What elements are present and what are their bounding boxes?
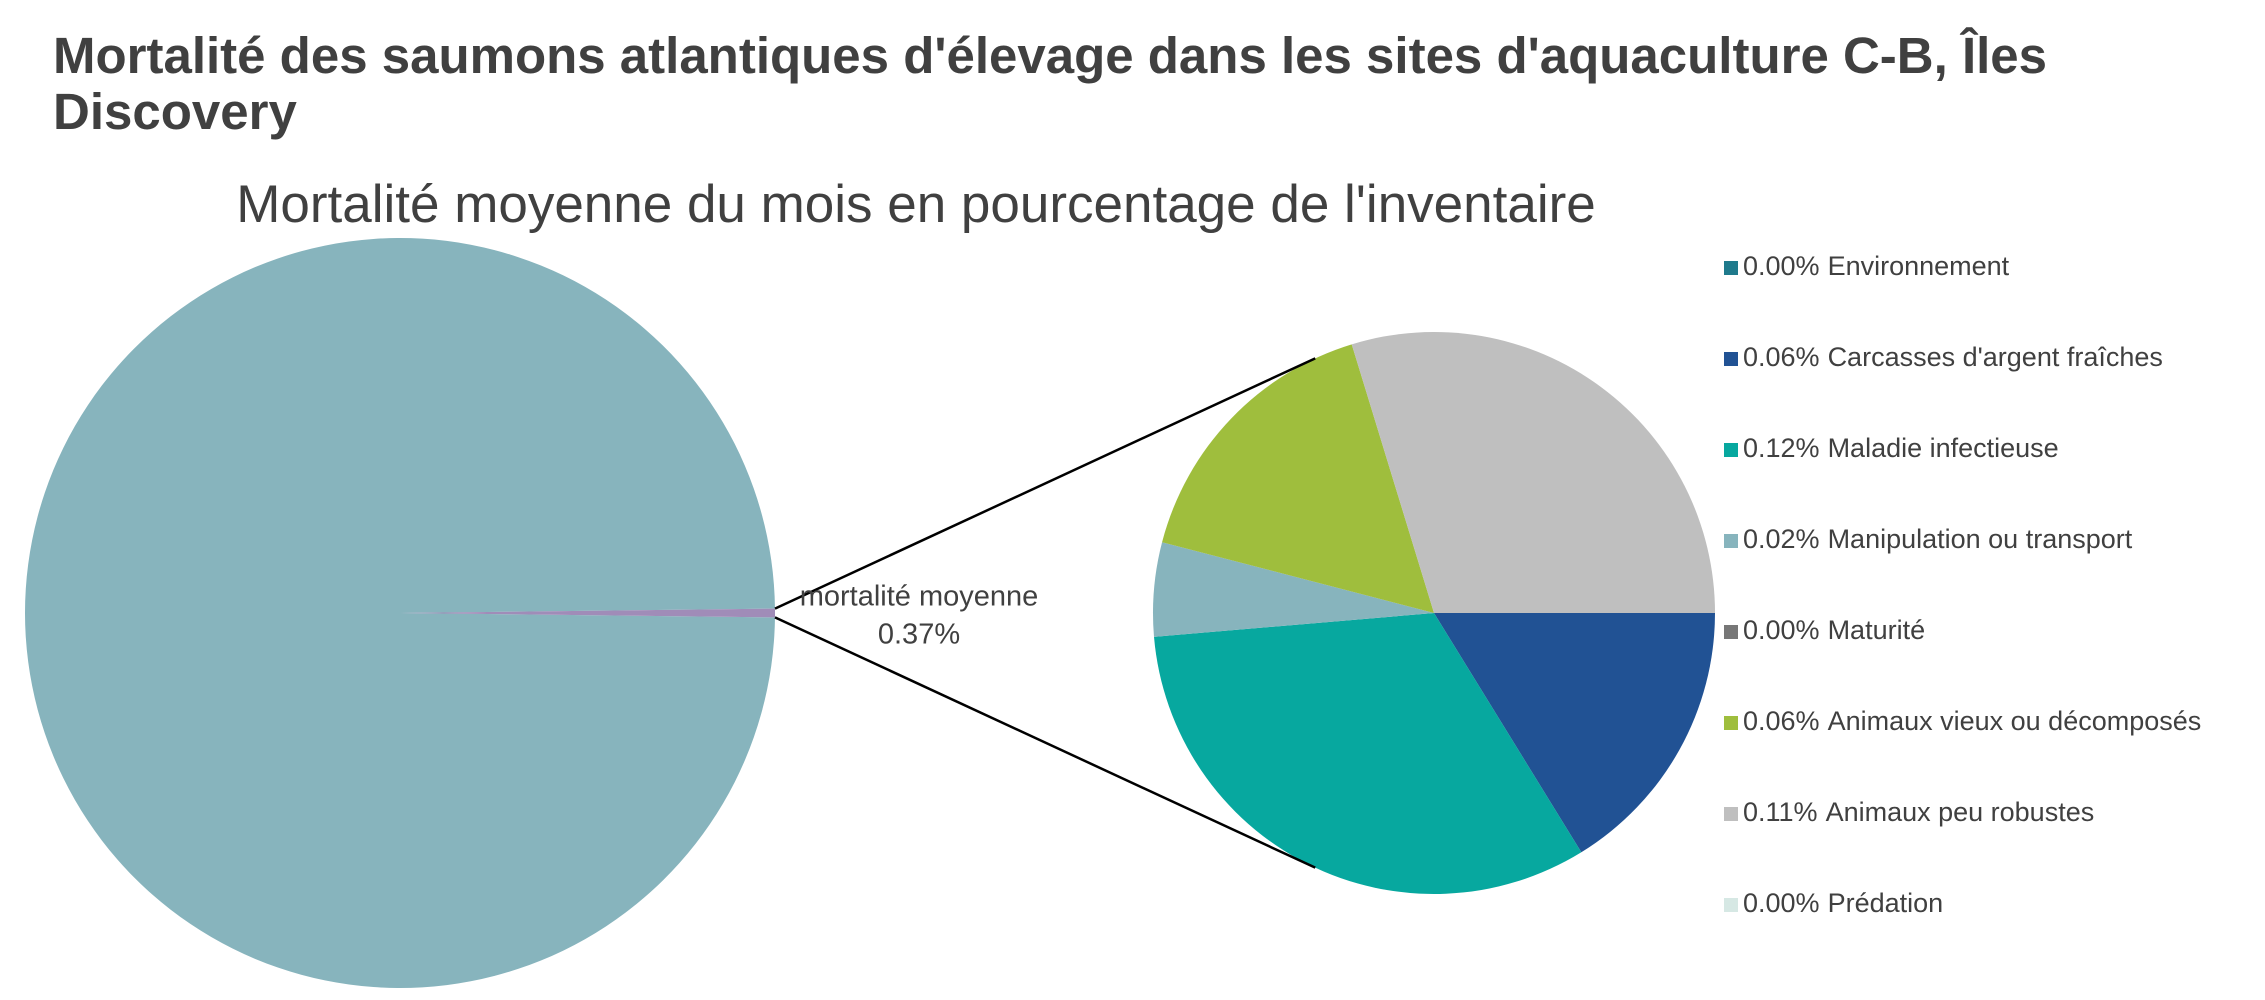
legend-value: 0.00% (1743, 615, 1820, 645)
legend-entry: 0.00% Prédation (1743, 888, 1943, 918)
legend-value: 0.00% (1743, 251, 1820, 281)
legend-value: 0.12% (1743, 433, 1820, 463)
chart-subtitle: Mortalité moyenne du mois en pourcentage… (236, 175, 1595, 234)
legend-label: Manipulation ou transport (1828, 524, 2133, 554)
legend-entry: 0.02% Manipulation ou transport (1743, 524, 2133, 554)
secondary-slice (1162, 344, 1434, 613)
secondary-slice (1351, 331, 1715, 613)
legend-entry: 0.11% Animaux peu robustes (1743, 797, 2094, 827)
legend-marker (1724, 716, 1738, 730)
legend-label: Environnement (1828, 251, 2010, 281)
connector-line (774, 357, 1316, 610)
legend-entry: 0.12% Maladie infectieuse (1743, 433, 2059, 463)
legend-value: 0.00% (1743, 888, 1820, 918)
legend-marker (1724, 534, 1738, 548)
legend-value: 0.02% (1743, 524, 1820, 554)
main-slice (400, 608, 776, 618)
legend-label: Carcasses d'argent fraîches (1828, 342, 2163, 372)
legend-entry: 0.06% Animaux vieux ou décomposés (1743, 706, 2201, 736)
legend-entry: 0.06% Carcasses d'argent fraîches (1743, 342, 2163, 372)
chart-title: Mortalité des saumons atlantiques d'élev… (53, 27, 2048, 140)
legend-label: Animaux peu robustes (1826, 797, 2095, 827)
legend-value: 0.06% (1743, 706, 1820, 736)
legend-entry: 0.00% Maturité (1743, 615, 1925, 645)
legend-value: 0.06% (1743, 342, 1820, 372)
legend-label: Animaux vieux ou décomposés (1828, 706, 2202, 736)
legend-marker (1724, 261, 1738, 275)
secondary-slice (1153, 542, 1434, 637)
legend-marker (1724, 807, 1738, 821)
legend-marker (1724, 898, 1738, 912)
connector-line (774, 616, 1316, 869)
legend-value: 0.11% (1743, 797, 1818, 827)
legend-entry: 0.00% Environnement (1743, 251, 2010, 281)
data-label: mortalité moyenne (800, 581, 1039, 613)
legend-label: Prédation (1828, 888, 1944, 918)
legend-marker (1724, 443, 1738, 457)
legend-label: Maturité (1828, 615, 1926, 645)
data-label: 0.37% (878, 619, 960, 651)
legend-label: Maladie infectieuse (1828, 433, 2059, 463)
legend-marker (1724, 352, 1738, 366)
secondary-slice (1154, 613, 1582, 894)
legend-marker (1724, 625, 1738, 639)
main-slice (24, 238, 775, 989)
secondary-slice (1434, 613, 1715, 853)
